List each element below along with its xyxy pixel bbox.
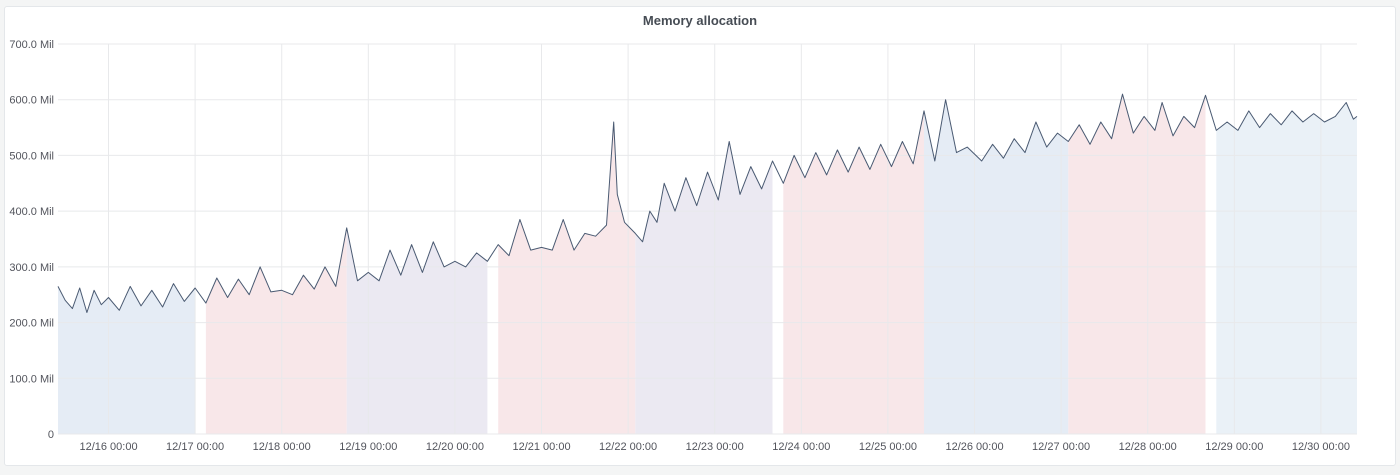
area-band <box>1216 102 1357 434</box>
grid-lines <box>58 43 1357 435</box>
area-band <box>205 227 347 434</box>
area-band <box>58 283 196 434</box>
area-band <box>346 227 488 434</box>
y-tick-label: 100.0 Mil <box>9 373 54 385</box>
area-band <box>1068 94 1206 434</box>
x-tick-label: 12/16 00:00 <box>79 441 137 453</box>
x-tick-label: 12/27 00:00 <box>1032 441 1090 453</box>
series-line <box>57 93 1358 313</box>
x-tick-label: 12/24 00:00 <box>772 441 830 453</box>
y-tick-label: 600.0 Mil <box>9 95 54 107</box>
y-tick-label: 700.0 Mil <box>9 39 54 51</box>
area-band <box>635 141 773 434</box>
y-axis-ticks: 0 100.0 Mil 200.0 Mil 300.0 Mil 400.0 Mil 500… <box>9 39 54 441</box>
x-tick-label: 12/29 00:00 <box>1205 441 1263 453</box>
x-tick-label: 12/30 00:00 <box>1292 441 1350 453</box>
area-band <box>498 122 636 434</box>
x-tick-label: 12/22 00:00 <box>599 441 657 453</box>
x-tick-label: 12/20 00:00 <box>426 441 484 453</box>
panel-title[interactable]: Memory allocation <box>642 13 758 28</box>
area-band <box>783 110 924 435</box>
x-tick-label: 12/21 00:00 <box>512 441 570 453</box>
y-tick-label: 200.0 Mil <box>9 318 54 330</box>
x-tick-label: 12/18 00:00 <box>253 441 311 453</box>
x-tick-label: 12/25 00:00 <box>859 441 917 453</box>
x-tick-label: 12/26 00:00 <box>945 441 1003 453</box>
y-tick-label: 500.0 Mil <box>9 150 54 162</box>
x-axis-ticks: 12/16 00:00 12/17 00:00 12/18 00:00 12/19 0… <box>79 441 1350 453</box>
y-tick-label: 400.0 Mil <box>9 206 54 218</box>
x-tick-label: 12/23 00:00 <box>686 441 744 453</box>
y-tick-label: 300.0 Mil <box>9 262 54 274</box>
y-tick-label: 0 <box>48 429 54 441</box>
background-bands <box>58 94 1357 435</box>
series-group <box>57 93 1358 313</box>
x-tick-label: 12/19 00:00 <box>339 441 397 453</box>
x-tick-label: 12/28 00:00 <box>1119 441 1177 453</box>
x-tick-label: 12/17 00:00 <box>166 441 224 453</box>
